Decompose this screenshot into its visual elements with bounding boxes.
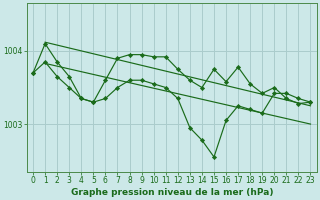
X-axis label: Graphe pression niveau de la mer (hPa): Graphe pression niveau de la mer (hPa) <box>70 188 273 197</box>
